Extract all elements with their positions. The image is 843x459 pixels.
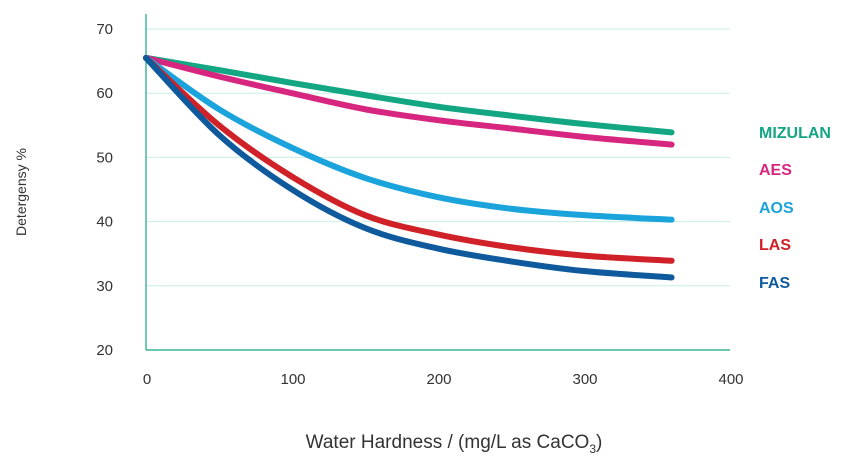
series-line-fas: [143, 54, 675, 281]
series-line-mizulan: [143, 54, 675, 136]
series-line-aos: [143, 54, 675, 223]
x-tick-labels: 0 100 200 300 400: [143, 371, 744, 388]
y-tick-label: 40: [96, 214, 113, 231]
series-lines: [143, 54, 675, 281]
legend-label-mizulan: MIZULAN: [759, 125, 831, 142]
x-tick-label: 100: [280, 371, 305, 388]
x-axis-title-main: Water Hardness / (mg/L as CaCO: [306, 432, 590, 453]
legend-label-aes: AES: [759, 162, 792, 179]
legend: MIZULAN AES AOS LAS FAS: [759, 125, 831, 292]
x-tick-label: 0: [143, 371, 151, 388]
x-tick-label: 300: [572, 371, 597, 388]
legend-label-las: LAS: [759, 237, 791, 254]
x-tick-label: 400: [718, 371, 743, 388]
axes: [145, 14, 730, 351]
y-tick-label: 60: [96, 85, 113, 102]
legend-label-fas: FAS: [759, 275, 790, 292]
x-axis-title-close: ): [596, 432, 602, 453]
series-line-aes: [143, 54, 675, 148]
y-tick-label: 70: [96, 21, 113, 38]
y-tick-label: 20: [96, 342, 113, 359]
y-tick-label: 30: [96, 278, 113, 295]
x-axis-title: Water Hardness / (mg/L as CaCO3): [306, 432, 603, 456]
series-line-las: [143, 54, 675, 264]
y-tick-labels: 20 30 40 50 60 70: [96, 21, 113, 359]
x-axis-title-subscript: 3: [589, 442, 596, 456]
y-axis-title: Detergensy %: [13, 148, 29, 236]
x-tick-label: 200: [426, 371, 451, 388]
y-tick-label: 50: [96, 149, 113, 166]
legend-label-aos: AOS: [759, 200, 794, 217]
